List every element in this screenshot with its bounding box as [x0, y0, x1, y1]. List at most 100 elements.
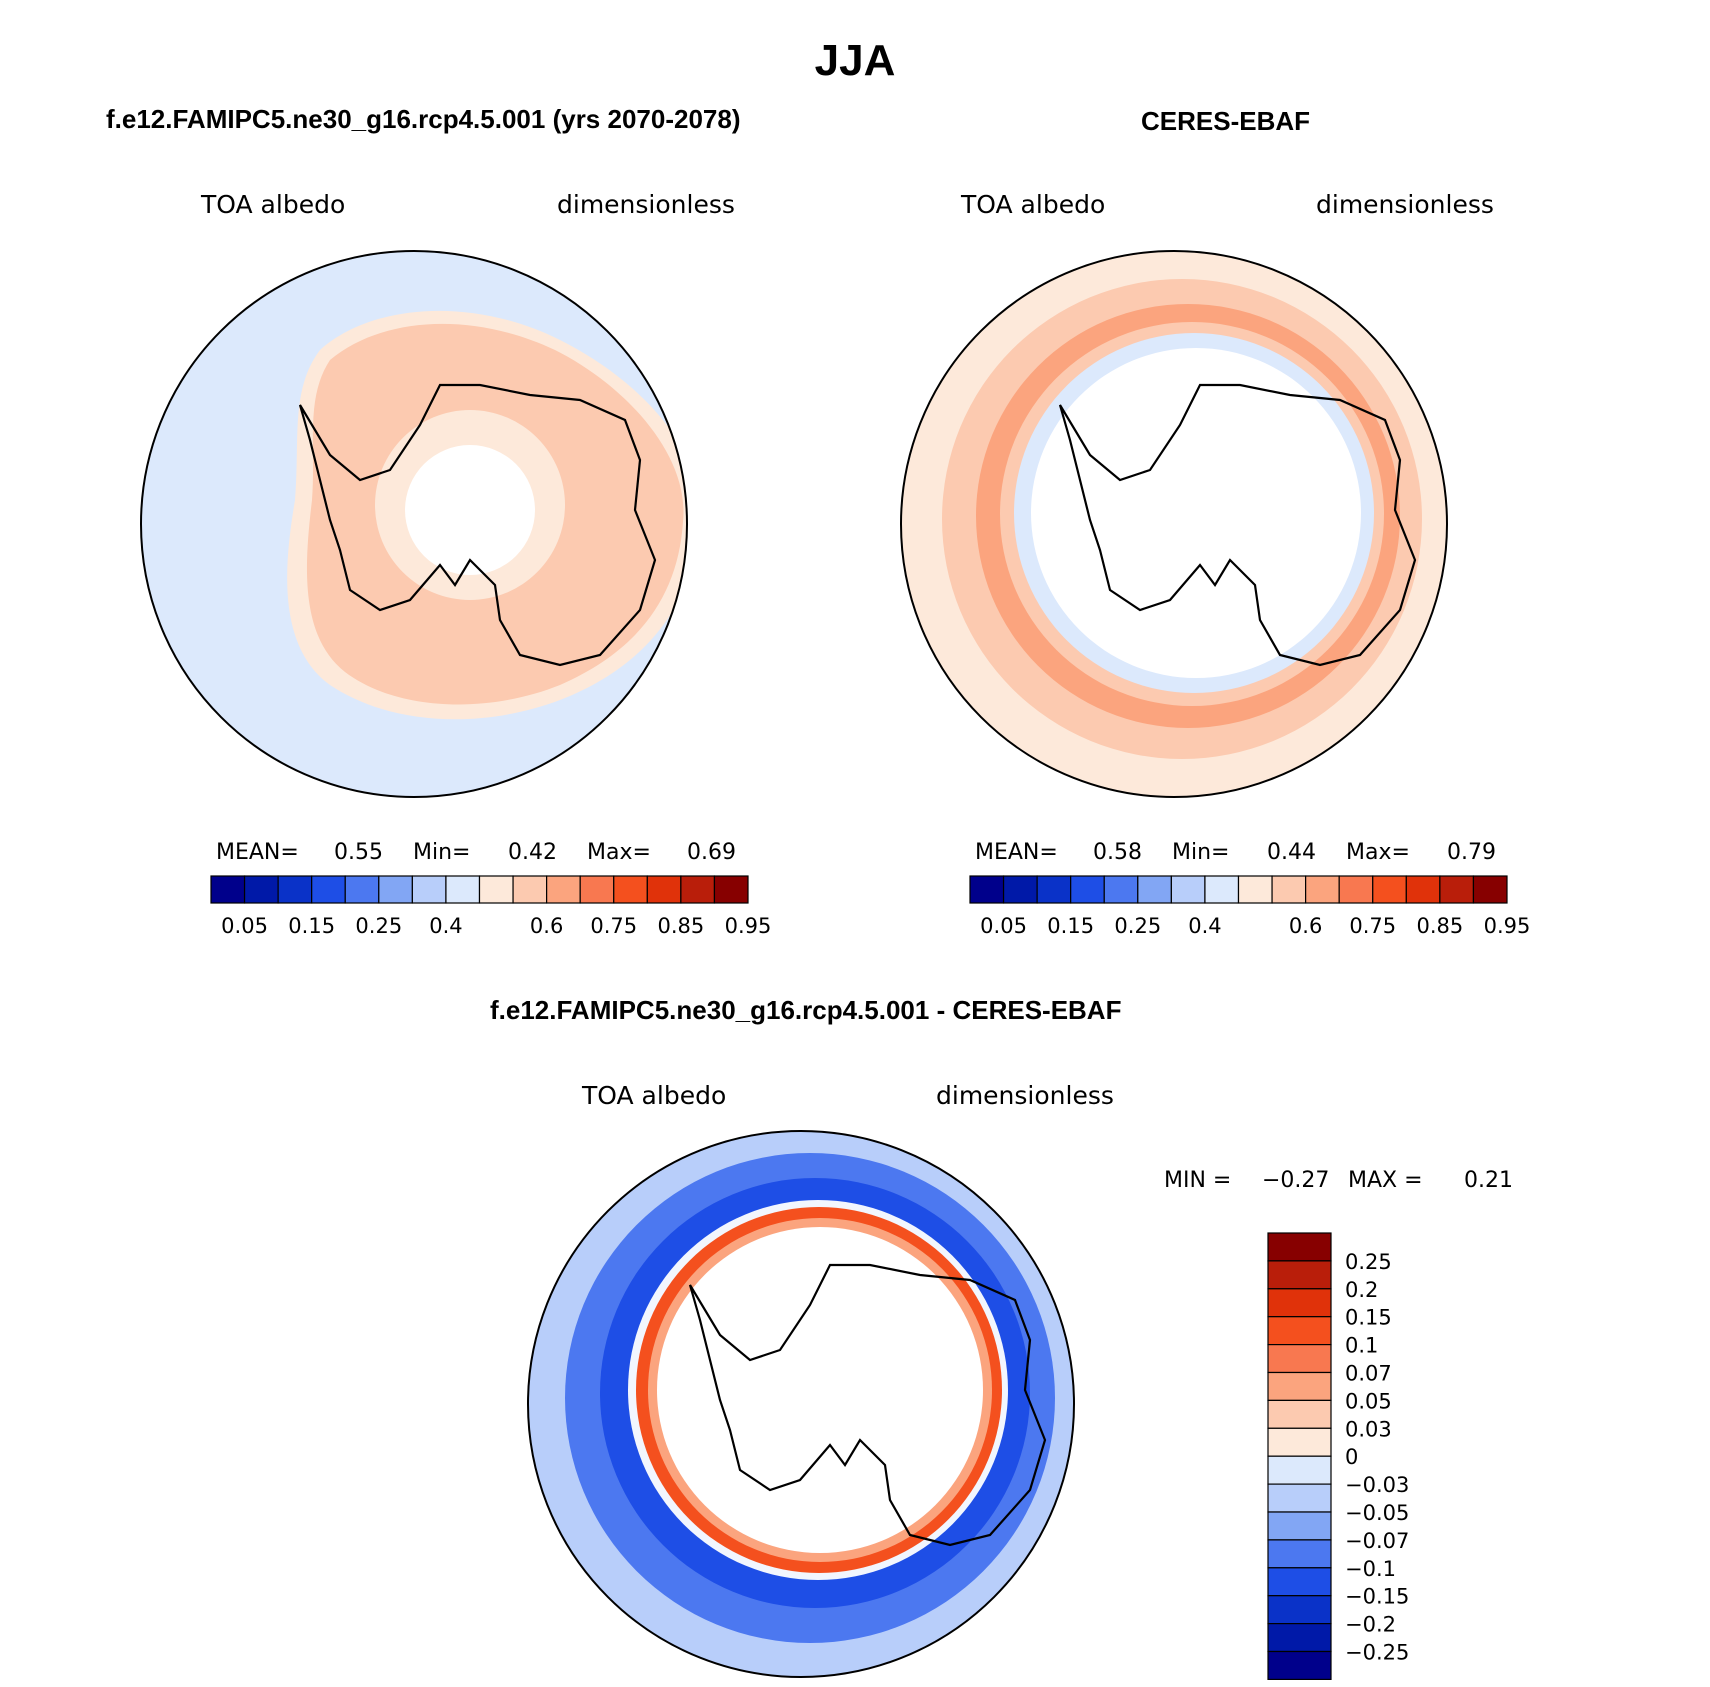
diff-max-value: 0.21: [1464, 1168, 1513, 1193]
model-colorbar-box: [478, 875, 514, 904]
model-colorbar: 0.05 0.15 0.25 0.4 0.6 0.75 0.85 0.95: [210, 875, 772, 938]
obs-colorbar-box: [1103, 875, 1139, 904]
diff-colorbar-box: [1267, 1316, 1332, 1346]
diff-colorbar-box: [1267, 1371, 1332, 1401]
obs-min-value: 0.44: [1267, 840, 1316, 865]
model-colorbar-tick-label: 0.95: [725, 914, 772, 938]
model-colorbar-box: [579, 875, 615, 904]
obs-variable-label: TOA albedo: [961, 190, 1106, 219]
obs-colorbar-box: [1204, 875, 1240, 904]
diff-colorbar-tick-label: 0.03: [1345, 1417, 1392, 1441]
diff-colorbar-tick-label: 0.1: [1345, 1334, 1378, 1358]
diff-min-label: MIN =: [1164, 1168, 1232, 1193]
diff-colorbar-box: [1267, 1539, 1332, 1569]
obs-colorbar-box: [1237, 875, 1273, 904]
model-map-border: [140, 250, 688, 798]
obs-colorbar-box: [1338, 875, 1374, 904]
model-variable-label: TOA albedo: [201, 190, 346, 219]
model-max-label: Max=: [587, 840, 651, 865]
model-colorbar-box: [344, 875, 380, 904]
model-colorbar-box: [512, 875, 548, 904]
diff-colorbar-tick-label: −0.15: [1345, 1585, 1409, 1609]
diff-colorbar-box: [1267, 1567, 1332, 1597]
obs-colorbar-box: [969, 875, 1005, 904]
obs-colorbar-tick-label: 0.75: [1349, 914, 1396, 938]
diff-colorbar-box: [1267, 1399, 1332, 1429]
obs-colorbar-box: [1036, 875, 1072, 904]
obs-mean-label: MEAN=: [975, 840, 1058, 865]
model-colorbar-tick-label: 0.25: [355, 914, 402, 938]
model-colorbar-tick-label: 0.15: [288, 914, 335, 938]
diff-colorbar-box: [1267, 1511, 1332, 1541]
obs-units-label: dimensionless: [1316, 190, 1494, 219]
diff-ice-gap: [657, 1227, 983, 1553]
diff-colorbar: 0.25 0.2 0.15 0.1 0.07 0.05 0.03 0 −0.03 −0.05 −0.…: [1267, 1232, 1409, 1680]
model-panel-title: f.e12.FAMIPC5.ne30_g16.rcp4.5.001 (yrs 2…: [106, 104, 741, 134]
model-colorbar-box: [546, 875, 581, 904]
diff-colorbar-tick-label: 0.25: [1345, 1250, 1392, 1274]
diff-colorbar-tick-label: −0.03: [1345, 1473, 1409, 1497]
diff-antarctica-coast: [688, 1263, 1047, 1547]
model-colorbar-box: [243, 875, 279, 904]
model-colorbar-tick-label: 0.75: [590, 914, 637, 938]
model-colorbar-box: [311, 875, 346, 904]
obs-colorbar-tick-label: 0.85: [1416, 914, 1463, 938]
model-pole-gap: [405, 445, 535, 575]
diff-colorbar-box: [1267, 1260, 1332, 1290]
diff-colorbar-tick-label: 0.2: [1345, 1278, 1378, 1302]
diff-colorbar-box: [1267, 1595, 1332, 1625]
diff-colorbar-box: [1267, 1232, 1332, 1262]
model-min-label: Min=: [413, 840, 471, 865]
diff-min-value: −0.27: [1262, 1168, 1330, 1193]
obs-colorbar: 0.05 0.15 0.25 0.4 0.6 0.75 0.85 0.95: [969, 875, 1531, 938]
obs-antarctica-coast: [1058, 383, 1417, 667]
diff-colorbar-tick-label: −0.2: [1345, 1613, 1396, 1637]
obs-colorbar-tick-label: 0.4: [1188, 914, 1221, 938]
diff-colorbar-box: [1267, 1483, 1332, 1513]
model-colorbar-box: [713, 875, 749, 904]
obs-map-border: [900, 250, 1448, 798]
model-colorbar-tick-label: 0.85: [657, 914, 704, 938]
model-polar-map: [140, 250, 688, 798]
obs-colorbar-box: [1137, 875, 1172, 904]
diff-variable-label: TOA albedo: [582, 1081, 727, 1110]
obs-max-value: 0.79: [1447, 840, 1496, 865]
model-colorbar-box: [411, 875, 447, 904]
obs-colorbar-box: [1002, 875, 1038, 904]
diff-colorbar-box: [1267, 1427, 1332, 1457]
model-colorbar-box: [680, 875, 716, 904]
model-colorbar-box: [646, 875, 682, 904]
model-colorbar-box: [445, 875, 481, 904]
obs-ice-gap: [1031, 348, 1361, 678]
diff-colorbar-box: [1267, 1455, 1332, 1485]
model-antarctica-coast: [298, 383, 657, 667]
diff-colorbar-tick-label: −0.05: [1345, 1501, 1409, 1525]
model-colorbar-box: [277, 875, 313, 904]
model-min-value: 0.42: [508, 840, 557, 865]
diff-max-label: MAX =: [1348, 1168, 1423, 1193]
obs-colorbar-box: [1439, 875, 1475, 904]
obs-colorbar-tick-label: 0.05: [980, 914, 1027, 938]
model-colorbar-box: [613, 875, 648, 904]
model-units-label: dimensionless: [557, 190, 735, 219]
diff-units-label: dimensionless: [936, 1081, 1114, 1110]
obs-colorbar-box: [1271, 875, 1307, 904]
diff-polar-map: [527, 1130, 1075, 1678]
obs-colorbar-box: [1070, 875, 1105, 904]
obs-colorbar-tick-label: 0.25: [1114, 914, 1161, 938]
diff-colorbar-box: [1267, 1288, 1332, 1318]
model-colorbar-box: [378, 875, 413, 904]
diff-panel-title: f.e12.FAMIPC5.ne30_g16.rcp4.5.001 - CERE…: [490, 995, 1122, 1025]
diff-colorbar-tick-label: −0.25: [1345, 1641, 1409, 1665]
diff-map-border: [527, 1130, 1075, 1678]
obs-mean-value: 0.58: [1093, 840, 1142, 865]
diff-colorbar-tick-label: 0.15: [1345, 1306, 1392, 1330]
obs-colorbar-box: [1170, 875, 1206, 904]
obs-colorbar-tick-label: 0.95: [1484, 914, 1531, 938]
diff-colorbar-box: [1267, 1343, 1332, 1374]
model-colorbar-tick-label: 0.6: [530, 914, 563, 938]
obs-colorbar-tick-label: 0.15: [1047, 914, 1094, 938]
obs-panel-title: CERES-EBAF: [1141, 106, 1311, 136]
model-colorbar-box: [210, 875, 246, 904]
